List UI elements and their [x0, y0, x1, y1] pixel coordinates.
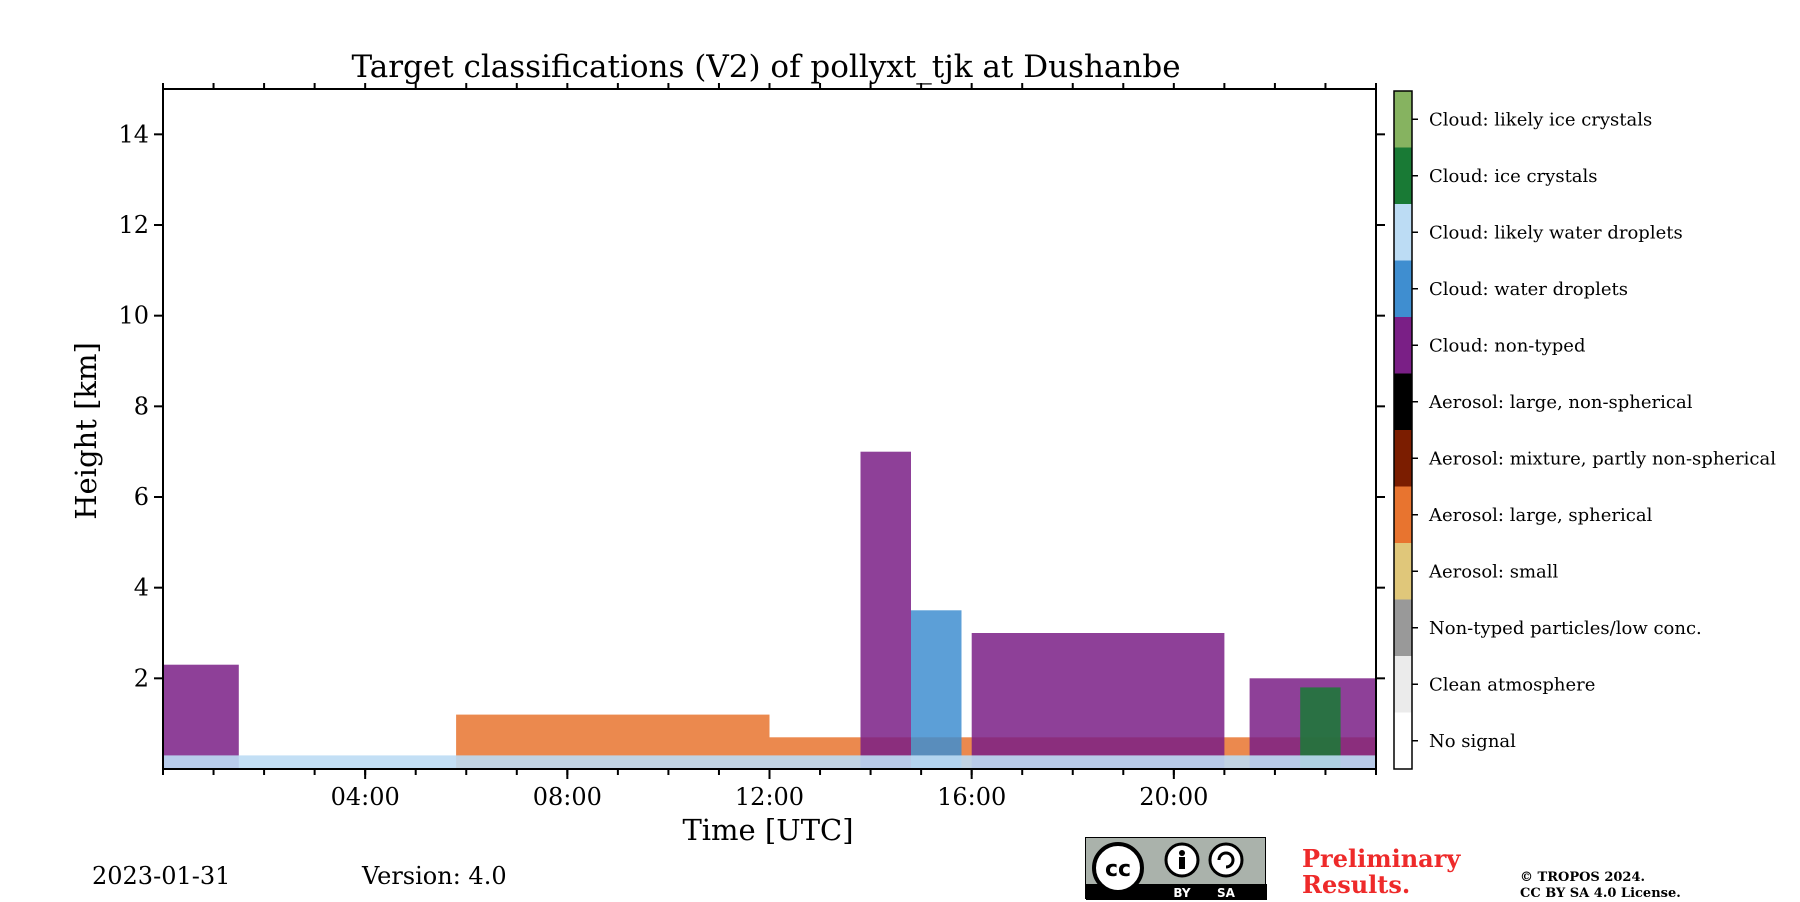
- colorbar-label-2: Non-typed particles/low conc.: [1429, 618, 1702, 639]
- colorbar-segment-0: [1394, 712, 1412, 769]
- colorbar-label-8: Cloud: water droplets: [1429, 279, 1628, 300]
- copyright-note: © TROPOS 2024. CC BY SA 4.0 License.: [1520, 870, 1681, 902]
- plot-area: [163, 451, 1376, 769]
- x-tick-label: 08:00: [533, 783, 602, 811]
- colorbar-label-7: Cloud: non-typed: [1429, 335, 1585, 356]
- class-region-3: [860, 451, 911, 769]
- preliminary-line2: Results.: [1302, 870, 1411, 899]
- chart-title: Target classifications (V2) of pollyxt_t…: [351, 49, 1180, 85]
- colorbar-label-6: Aerosol: large, non-spherical: [1428, 392, 1693, 413]
- colorbar-segment-1: [1394, 656, 1412, 713]
- y-tick-label: 8: [134, 392, 149, 420]
- y-tick-label: 10: [118, 302, 149, 330]
- plot-frame: [162, 88, 1377, 770]
- x-axis-label: Time [UTC]: [682, 813, 853, 847]
- colorbar-label-11: Cloud: likely ice crystals: [1429, 109, 1652, 130]
- colorbar-segment-11: [1394, 91, 1412, 148]
- copyright-line2: CC BY SA 4.0 License.: [1520, 886, 1681, 901]
- class-region-2: [163, 664, 239, 769]
- colorbar-frame: [1393, 90, 1413, 770]
- colorbar-label-5: Aerosol: mixture, partly non-spherical: [1428, 448, 1776, 469]
- colorbar-segment-4: [1394, 486, 1412, 543]
- y-tick-label: 2: [134, 664, 149, 692]
- y-axis-label: Height [km]: [69, 342, 103, 520]
- colorbar-label-10: Cloud: ice crystals: [1429, 166, 1598, 187]
- colorbar-label-3: Aerosol: small: [1428, 561, 1559, 582]
- sa-icon: [1208, 842, 1244, 878]
- copyright-line1: © TROPOS 2024.: [1520, 870, 1646, 885]
- x-axis-ticks: 04:00 08:00 12:00 16:00 20:00: [162, 83, 1377, 811]
- x-tick-label: 04:00: [331, 783, 400, 811]
- class-region-8: [163, 755, 1376, 769]
- colorbar-segment-10: [1394, 147, 1412, 204]
- cc-icon: [1092, 842, 1144, 894]
- colorbar-label-1: Clean atmosphere: [1429, 674, 1595, 695]
- x-tick-label: 12:00: [735, 783, 804, 811]
- colorbar-segment-9: [1394, 204, 1412, 261]
- version-label: Version: 4.0: [362, 862, 507, 890]
- preliminary-line1: Preliminary: [1302, 844, 1461, 873]
- colorbar-segment-5: [1394, 430, 1412, 487]
- y-tick-label: 12: [118, 211, 149, 239]
- colorbar-segment-6: [1394, 373, 1412, 430]
- colorbar-segment-8: [1394, 260, 1412, 317]
- date-label: 2023-01-31: [92, 862, 231, 890]
- class-region-5: [971, 633, 1225, 769]
- colorbar-label-4: Aerosol: large, spherical: [1428, 505, 1653, 526]
- cc-logo-text: cc: [1105, 857, 1131, 882]
- x-tick-label: 16:00: [937, 783, 1006, 811]
- colorbar: No signal Clean atmosphere Non-typed parti…: [1393, 90, 1776, 770]
- y-tick-label: 6: [134, 483, 149, 511]
- cc-license-badge[interactable]: cc BY SA: [1085, 837, 1267, 900]
- y-tick-label: 4: [134, 574, 149, 602]
- y-tick-label: 14: [118, 120, 149, 148]
- colorbar-label-0: No signal: [1429, 731, 1516, 752]
- y-axis-ticks: 2 4 6 8 10 12 14: [118, 120, 1385, 692]
- colorbar-segment-2: [1394, 599, 1412, 656]
- x-tick-label: 20:00: [1139, 783, 1208, 811]
- colorbar-segment-3: [1394, 543, 1412, 600]
- sa-label: SA: [1217, 886, 1236, 900]
- preliminary-results-note: Preliminary Results.: [1302, 846, 1460, 898]
- by-label: BY: [1173, 886, 1190, 900]
- colorbar-label-9: Cloud: likely water droplets: [1429, 222, 1683, 243]
- class-region-4: [911, 610, 962, 769]
- colorbar-segment-7: [1394, 317, 1412, 374]
